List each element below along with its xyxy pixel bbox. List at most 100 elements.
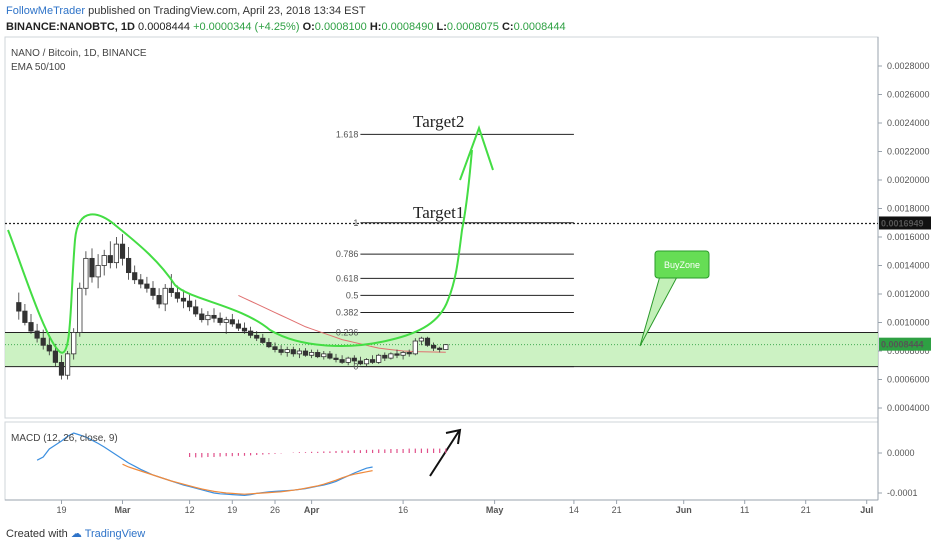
candle — [327, 351, 333, 360]
target-arrow-icon — [459, 124, 494, 181]
candle — [302, 348, 309, 357]
price-tick-label: 0.0014000 — [887, 261, 930, 271]
candle — [22, 303, 28, 326]
time-tick-label: 11 — [740, 505, 749, 515]
candle — [388, 352, 394, 360]
candle — [95, 254, 101, 289]
high-label: H: — [369, 21, 382, 33]
candle-body — [34, 330, 40, 339]
candle — [315, 349, 321, 359]
target1-label: Target1 — [413, 203, 464, 222]
candle-body — [254, 334, 260, 339]
footer: Created with ☁ TradingView — [6, 527, 145, 540]
time-tick-label: Jun — [676, 505, 692, 515]
macd-pane-border — [4, 421, 879, 501]
candle-body — [388, 353, 394, 359]
candle-body — [58, 361, 65, 376]
candle — [382, 352, 388, 361]
candle-body — [290, 349, 296, 355]
candle-body — [83, 257, 89, 289]
candle-body — [418, 337, 425, 342]
publish-header: FollowMeTrader published on TradingView.… — [6, 3, 366, 19]
candle-body — [272, 346, 278, 350]
ohlc-line: BINANCE:NANOBTC, 1D 0.0008444 +0.0000344… — [6, 20, 566, 34]
candle — [101, 249, 107, 276]
candle — [412, 338, 418, 356]
candle-body — [229, 319, 235, 325]
time-tick-label: 12 — [185, 505, 195, 515]
price-tick-label: 0.0006000 — [887, 375, 930, 385]
time-tick-label: 16 — [398, 505, 408, 515]
tradingview-link[interactable]: TradingView — [84, 528, 146, 540]
candle-body — [363, 359, 370, 365]
candle — [333, 353, 339, 363]
candle — [150, 281, 156, 300]
candle — [308, 349, 315, 359]
price-tick-label: 0.0028000 — [887, 61, 930, 71]
price-tick-label: 0.0024000 — [887, 118, 930, 128]
author-link[interactable]: FollowMeTrader — [6, 5, 86, 17]
projection-curve — [7, 149, 473, 354]
fib-level-label: 0.786 — [336, 249, 359, 259]
level-price-box — [879, 216, 931, 230]
candle — [205, 311, 211, 326]
candle-body — [144, 283, 150, 289]
candle — [168, 274, 174, 297]
candle-body — [260, 337, 266, 343]
candle-body — [443, 344, 449, 350]
price-tick-label: 0.0020000 — [887, 175, 930, 185]
candle — [126, 246, 132, 280]
candle-body — [327, 353, 333, 359]
candle — [376, 353, 382, 364]
candle — [180, 289, 187, 309]
candle — [345, 356, 351, 366]
candle-body — [382, 354, 388, 359]
macd-indicator: 0.0000 -0.0001 — [36, 432, 918, 498]
fib-level-label: 0.382 — [336, 308, 359, 318]
candle — [406, 349, 412, 357]
fibonacci-extension: 1.618 1 0.786 0.618 0.5 0.382 0.236 0 — [336, 129, 574, 372]
candle — [266, 338, 272, 349]
candle-body — [308, 352, 315, 356]
candle — [223, 316, 229, 334]
created-with-label: Created with — [6, 528, 68, 540]
candle — [16, 292, 22, 320]
candle-body — [119, 243, 126, 259]
candle — [339, 355, 345, 364]
candle — [369, 355, 376, 364]
candle-body — [174, 292, 180, 299]
candle-body — [101, 255, 107, 266]
candle — [58, 355, 65, 380]
candle-body — [412, 340, 418, 355]
last-price: 0.0008444 — [138, 21, 191, 33]
candle-body — [278, 349, 284, 353]
time-tick-label: 19 — [56, 505, 66, 515]
candle-body — [89, 257, 95, 278]
candle — [71, 328, 77, 360]
candle — [290, 346, 296, 357]
candle — [144, 276, 150, 293]
time-tick-label: 26 — [270, 505, 280, 515]
price-tick-label: 0.0012000 — [887, 289, 930, 299]
open-value: 0.0008100 — [314, 21, 367, 33]
price-tick-label: 0.0004000 — [887, 403, 930, 413]
candle-body — [345, 357, 351, 363]
macd-tick-label: -0.0001 — [887, 488, 918, 498]
candle — [284, 346, 290, 357]
candle-body — [22, 310, 28, 323]
close-value: 0.0008444 — [513, 21, 566, 33]
candle-body — [400, 352, 406, 356]
candle — [28, 313, 34, 334]
low-label: L: — [436, 21, 447, 33]
candle-body — [162, 287, 168, 305]
candle-body — [168, 287, 174, 293]
candle — [186, 294, 193, 312]
ema-line — [238, 294, 446, 353]
candle — [400, 351, 406, 360]
candle — [351, 355, 357, 364]
close-label: C: — [501, 21, 514, 33]
target2-label: Target2 — [413, 112, 464, 131]
tradingview-cloud-icon: ☁ — [70, 528, 82, 540]
candle-body — [113, 243, 119, 264]
